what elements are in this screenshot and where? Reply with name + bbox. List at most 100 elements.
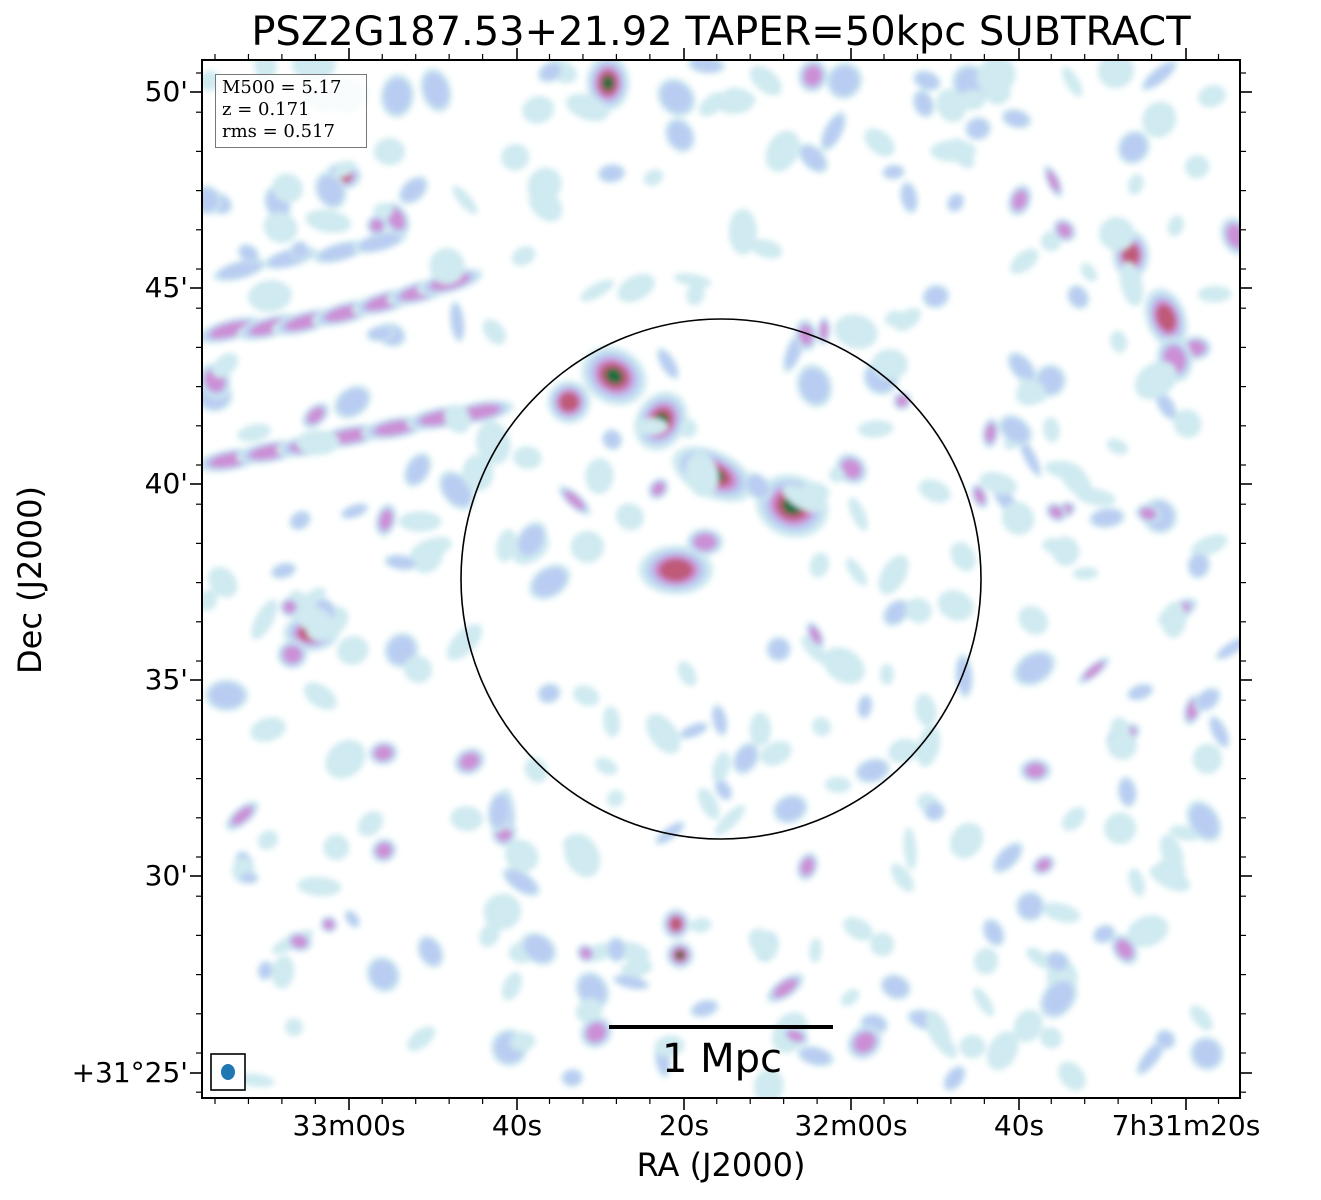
emission-blob [654,1035,685,1058]
emission-blob [728,208,757,255]
emission-blob [387,635,416,665]
emission-blob [829,65,859,96]
emission-blob [768,638,789,660]
emission-blob [1110,330,1128,353]
emission-blob [621,958,653,978]
emission-blob [284,1017,304,1037]
emission-blob [398,511,442,532]
emission-blob [848,497,868,531]
emission-blob [388,208,405,230]
emission-blob [585,458,614,495]
emission-blob [323,919,335,930]
emission-blob [452,185,478,215]
emission-blob [1084,661,1104,679]
emission-blob [883,976,909,998]
emission-blob [956,657,972,694]
emission-blob [686,283,705,306]
emission-blob [1107,731,1138,760]
emission-blob [563,1070,582,1086]
emission-blob [578,974,607,1006]
emission-blob [272,173,303,203]
emission-blob [667,121,693,150]
emission-blob [272,563,295,578]
emission-blob [936,88,967,123]
emission-blob [760,741,792,766]
emission-blob [845,557,868,587]
emission-blob [967,118,989,139]
emission-blob [651,482,665,496]
y-tick-label: 35' [144,663,188,696]
emission-blob [263,211,298,244]
emission-blob [643,169,664,186]
emission-blob [375,842,392,859]
emission-blob [1138,1042,1164,1073]
emission-blob [271,955,295,989]
emission-blob [1129,684,1152,700]
emission-blob [202,589,218,611]
emission-blob [948,194,963,211]
emission-blob [580,947,592,960]
emission-blob [528,188,563,222]
emission-blob [1097,60,1135,89]
emission-blob [509,1032,536,1052]
emission-blob [950,541,976,572]
emission-blob [595,757,618,775]
emission-blob [419,938,442,965]
emission-blob [1161,602,1187,638]
emission-blob [800,145,826,171]
emission-blob [809,626,821,644]
emission-blob [202,70,220,92]
emission-blob [616,975,647,989]
emission-blob [809,552,830,578]
emission-blob [890,863,914,892]
emission-blob [787,1030,804,1042]
plot-frame [201,59,1241,1099]
emission-blob [657,823,683,843]
emission-blob [451,304,464,339]
emission-blob [1186,340,1206,356]
emission-blob [1133,924,1163,946]
emission-blob [446,623,483,661]
emission-blob [1173,409,1202,438]
emission-blob [799,325,813,346]
x-axis-label: RA (J2000) [636,1146,806,1184]
emission-blob [209,321,251,339]
emission-blob [250,717,286,742]
m500-text: M500 = 5.17 [222,77,342,98]
emission-blob [295,605,335,634]
emission-blob [1044,460,1084,479]
emission-blob [1025,763,1046,778]
emission-blob [1192,743,1223,775]
emission-blob [841,459,862,479]
emission-blob [208,566,238,598]
emission-blob [564,491,585,510]
emission-blob [925,802,944,820]
emission-blob [776,796,805,821]
emission-blob [679,418,697,438]
emission-blob [864,128,895,157]
emission-blob [573,685,600,707]
emission-blob [1226,224,1240,249]
emission-blob [959,1034,986,1059]
emission-blob [586,1022,607,1043]
emission-blob [450,806,483,832]
emission-blob [608,939,625,961]
emission-blob [973,947,999,975]
emission-blob [1047,952,1068,971]
emission-blob [986,1031,1019,1071]
emission-blob [236,1073,275,1088]
emission-blob [800,1047,831,1065]
emission-blob [916,725,941,767]
emission-blob [373,138,406,166]
emission-blob [716,781,731,799]
emission-blob [753,1068,784,1098]
emission-blob [871,348,908,380]
emission-blob [307,407,325,424]
emission-blob [803,65,822,87]
emission-blob [1134,361,1178,400]
r500-circle [460,318,982,840]
emission-blob [1120,133,1147,162]
emission-blob [828,467,845,483]
emission-blob [379,509,393,531]
emission-blob [383,78,412,114]
